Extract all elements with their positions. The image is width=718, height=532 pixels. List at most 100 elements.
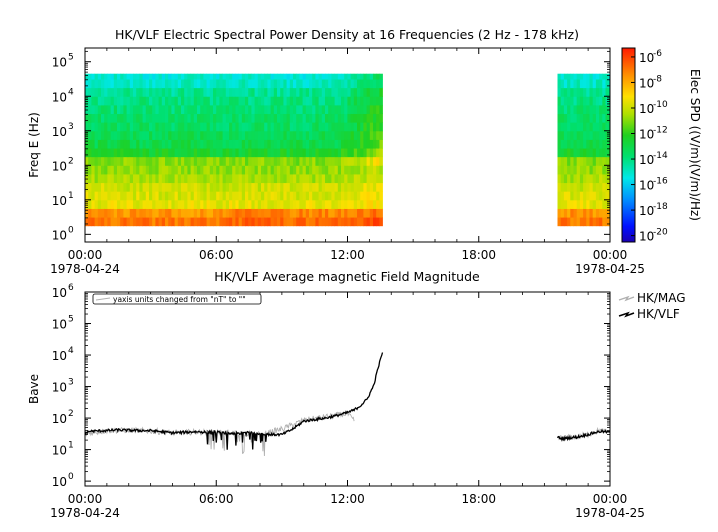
spectrogram-cell	[357, 199, 361, 209]
spectrogram-cell	[123, 165, 127, 175]
spectrogram-cell	[120, 208, 124, 218]
spectrogram-cell	[187, 79, 191, 89]
spectrogram-cell	[168, 182, 172, 192]
spectrogram-cell	[161, 148, 166, 158]
spectrogram-cell	[341, 79, 345, 89]
spectrogram-cell	[573, 130, 578, 140]
spectrogram-cell	[366, 79, 371, 89]
spectrogram-cell	[209, 199, 214, 209]
spectrogram-cell	[225, 165, 230, 175]
spectrogram-cell	[120, 73, 124, 80]
spectrogram-cell	[149, 156, 153, 166]
spectrogram-cell	[219, 217, 223, 227]
spectrogram-cell	[200, 139, 204, 149]
spectrogram-cell	[251, 156, 255, 166]
spectrogram-cell	[589, 79, 594, 89]
spectrogram-cell	[107, 165, 111, 175]
spectrogram-cell	[165, 104, 169, 115]
spectrogram-cell	[235, 130, 239, 140]
spectrogram-cell	[595, 122, 600, 132]
spectrogram-cell	[241, 165, 246, 175]
spectrogram-cell	[309, 104, 313, 115]
spectrogram-cell	[133, 173, 137, 184]
spectrogram-cell	[337, 139, 342, 149]
spectrogram-cell	[286, 130, 291, 140]
spectrogram-cell	[113, 199, 118, 209]
spectrogram-cell	[369, 87, 374, 97]
spectrogram-cell	[229, 79, 233, 89]
spectrogram-cell	[97, 199, 102, 209]
line-plot-x-tick-label: 00:00	[68, 492, 103, 506]
spectrogram-cell	[107, 217, 111, 227]
spectrogram-cell	[373, 199, 377, 209]
spectrogram-cell	[139, 217, 143, 227]
spectrogram-cell	[123, 87, 127, 97]
spectrogram-cell	[254, 217, 259, 227]
spectrogram-cell	[165, 148, 169, 158]
spectrogram-cell	[197, 156, 201, 166]
spectrogram-cell	[264, 139, 268, 149]
spectrogram-cell	[203, 156, 207, 166]
colorbar-tick-exponent: -18	[653, 202, 668, 212]
spectrogram-cell	[595, 104, 600, 115]
spectrogram-cell	[264, 199, 268, 209]
spectrogram-cell	[360, 191, 364, 201]
spectrogram-cell	[120, 148, 124, 158]
spectrogram-cell	[219, 156, 223, 166]
spectrogram-y-tick-exponent: 2	[68, 156, 74, 166]
spectrogram-cell	[331, 73, 335, 80]
spectrogram-cell	[232, 73, 236, 80]
spectrogram-cell	[605, 139, 610, 149]
spectrogram-cell	[209, 104, 214, 115]
spectrogram-cell	[318, 139, 323, 149]
spectrogram-cell	[235, 208, 239, 218]
spectrogram-cell	[557, 165, 562, 175]
spectrogram-cell	[225, 87, 230, 97]
spectrogram-cell	[360, 217, 364, 227]
spectrogram-cell	[245, 113, 249, 123]
spectrogram-cell	[583, 148, 587, 158]
spectrogram-cell	[171, 199, 175, 209]
spectrogram-cell	[379, 173, 383, 184]
spectrogram-cell	[357, 130, 361, 140]
spectrogram-cell	[161, 73, 166, 80]
spectrogram-cell	[337, 191, 342, 201]
spectrogram-cell	[363, 96, 367, 106]
spectrogram-cell	[347, 139, 351, 149]
spectrogram-cell	[158, 96, 163, 106]
spectrogram-cell	[206, 139, 211, 149]
spectrogram-cell	[88, 208, 92, 218]
spectrogram-cell	[267, 79, 271, 89]
spectrogram-cell	[142, 217, 147, 227]
spectrogram-cell	[570, 113, 574, 123]
spectrogram-cell	[299, 191, 303, 201]
spectrogram-cell	[206, 73, 211, 80]
spectrogram-cell	[599, 217, 603, 227]
spectrogram-cell	[334, 96, 339, 106]
spectrogram-cell	[136, 148, 140, 158]
spectrogram-cell	[200, 104, 204, 115]
spectrogram-cell	[117, 156, 121, 166]
spectrogram-cell	[379, 87, 383, 97]
spectrogram-cell	[379, 96, 383, 106]
spectrogram-cell	[599, 104, 603, 115]
spectrogram-cell	[94, 73, 99, 80]
spectrogram-cell	[213, 73, 217, 80]
spectrogram-cell	[177, 208, 182, 218]
spectrogram-cell	[120, 122, 124, 132]
spectrogram-cell	[602, 148, 606, 158]
spectrogram-cell	[113, 122, 118, 132]
spectrogram-cell	[257, 217, 262, 227]
spectrogram-cell	[318, 96, 323, 106]
spectrogram-cell	[117, 173, 121, 184]
spectrogram-cell	[248, 208, 252, 218]
spectrogram-cell	[270, 87, 275, 97]
spectrogram-cell	[557, 217, 562, 227]
spectrogram-cell	[286, 79, 291, 89]
spectrogram-cell	[142, 96, 147, 106]
magnetic-field-title: HK/VLF Average magnetic Field Magnitude	[214, 269, 480, 284]
spectrogram-cell	[325, 130, 329, 140]
spectrogram-cell	[557, 139, 562, 149]
spectrogram-cell	[592, 79, 597, 89]
spectrogram-cell	[302, 113, 307, 123]
